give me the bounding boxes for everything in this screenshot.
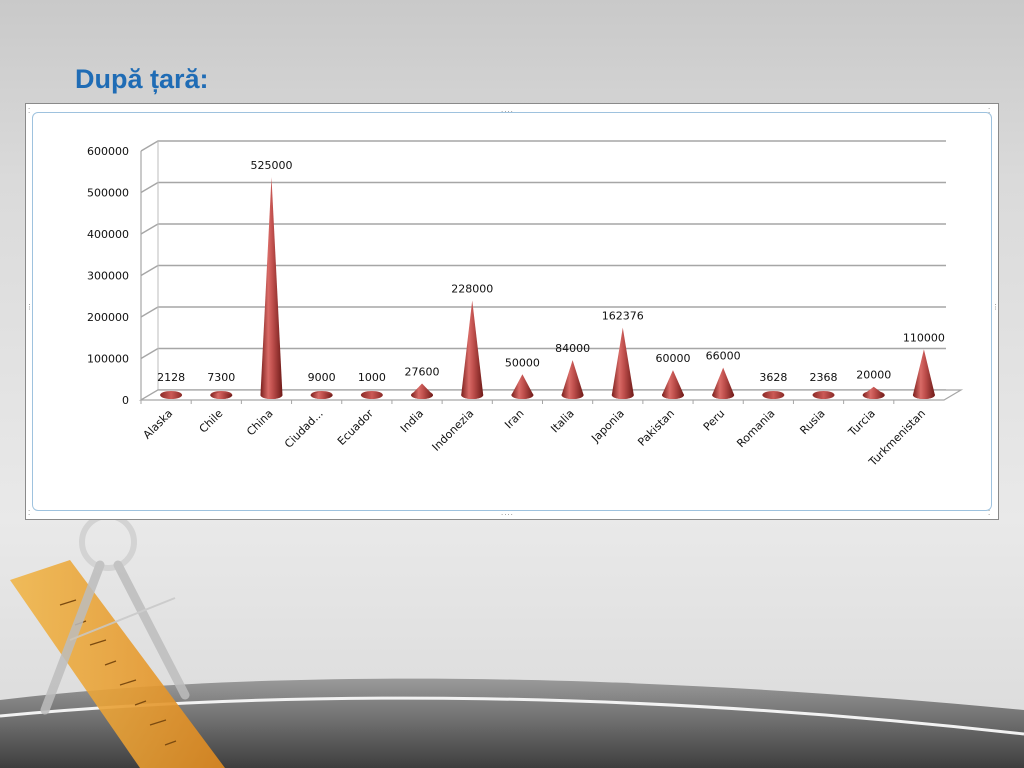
data-label: 2128	[157, 371, 185, 384]
cone-bar	[210, 391, 233, 399]
data-label: 110000	[903, 331, 945, 344]
cone-bar	[260, 177, 283, 399]
data-label: 525000	[250, 159, 292, 172]
resize-handle-top-left[interactable]: ⁚	[28, 107, 32, 115]
x-tick-label: Alaska	[141, 407, 176, 442]
cone-chart: 0 100000 200000 300000 400000 500000 600000 21…	[87, 140, 964, 469]
x-tick-label: Rusia	[797, 407, 827, 437]
gridline	[140, 181, 946, 194]
gridline	[140, 306, 946, 318]
data-label: 162376	[602, 310, 644, 323]
cone-base	[160, 391, 183, 399]
y-tick-label: 600000	[87, 145, 129, 158]
data-label: 7300	[207, 371, 235, 384]
cone-bar	[511, 374, 534, 399]
slide-background-decoration	[0, 520, 1024, 768]
data-label: 3628	[759, 371, 787, 384]
y-tick-label: 500000	[87, 187, 129, 200]
resize-handle-top[interactable]: ····	[501, 108, 514, 116]
resize-handle-left[interactable]: ⋮	[26, 303, 33, 311]
cone-bar	[661, 370, 684, 399]
data-label: 2368	[810, 371, 838, 384]
cone-bar	[310, 391, 333, 399]
data-label: 60000	[655, 352, 690, 365]
x-tick-label: Ciudad...	[282, 407, 326, 451]
gridline	[140, 223, 946, 235]
resize-handle-bottom[interactable]: ····	[501, 511, 514, 519]
cone-bar	[411, 383, 434, 399]
compass-icon	[40, 520, 190, 715]
data-label: 1000	[358, 371, 386, 384]
cone-bar	[712, 367, 735, 399]
cone-bar	[912, 349, 935, 399]
x-tick-label: Romania	[734, 407, 777, 450]
data-label: 84000	[555, 342, 590, 355]
x-tick-label: China	[244, 407, 275, 438]
resize-handle-bottom-left[interactable]: ⁚	[28, 509, 32, 517]
cone-base	[762, 391, 785, 399]
data-label: 20000	[856, 369, 891, 382]
data-label: 50000	[505, 356, 540, 369]
y-tick-label: 300000	[87, 270, 129, 283]
x-tick-label: Pakistan	[635, 407, 677, 449]
x-tick-label: India	[398, 407, 426, 435]
resize-handle-right[interactable]: ⋮	[992, 303, 999, 311]
x-tick-label: Italia	[548, 407, 576, 435]
resize-handle-bottom-right[interactable]: ⁚	[988, 509, 992, 517]
x-tick-label: Iran	[502, 407, 526, 431]
chart-frame[interactable]: ···· ···· ⋮ ⋮ ⁚ ⁚ ⁚ ⁚ 0 100000 200000 30000…	[25, 103, 999, 520]
gridline	[140, 264, 946, 277]
cone-bar	[611, 327, 634, 399]
chart-plot-area	[32, 112, 992, 511]
x-tick-label: Peru	[701, 407, 728, 434]
data-label: 9000	[308, 371, 336, 384]
cone-bar	[862, 386, 885, 399]
x-tick-label: Chile	[197, 407, 226, 436]
cone-bar	[461, 300, 484, 399]
y-tick-label: 0	[122, 394, 129, 407]
gridline	[140, 347, 946, 360]
x-tick-label: Turcia	[845, 407, 878, 440]
y-tick-label: 100000	[87, 353, 129, 366]
gridline	[140, 140, 946, 152]
slide-title: După țară:	[75, 64, 209, 94]
cone-base	[360, 391, 383, 399]
data-label: 66000	[706, 350, 741, 363]
y-tick-label: 400000	[87, 228, 129, 241]
chart-floor	[138, 389, 964, 401]
data-label: 228000	[451, 282, 493, 295]
cone-bar	[561, 360, 584, 399]
y-tick-label: 200000	[87, 311, 129, 324]
x-tick-label: Ecuador	[335, 407, 376, 448]
data-label: 27600	[405, 366, 440, 379]
cone-base	[812, 391, 835, 399]
resize-handle-top-right[interactable]: ⁚	[988, 107, 992, 115]
x-tick-label: Japonia	[588, 407, 627, 446]
x-tick-label: Indonezia	[429, 407, 476, 454]
